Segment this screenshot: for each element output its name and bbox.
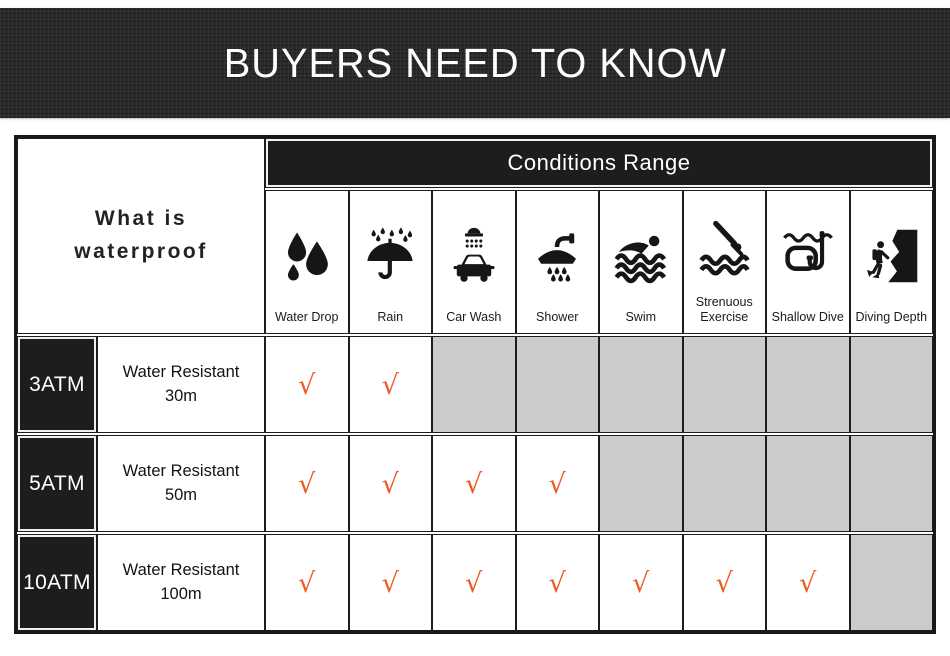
rating-cell-5atm: 5ATM: [17, 435, 97, 532]
conditions-range-label: Conditions Range: [507, 150, 691, 175]
check-cell: [515, 336, 599, 433]
check-cell: [766, 336, 850, 433]
check-cell: [432, 336, 516, 433]
column-label: Swim: [625, 310, 657, 324]
water-drop-icon: [287, 232, 328, 281]
title-banner: BUYERS NEED TO KNOW: [0, 8, 950, 118]
description-depth: 30m: [164, 386, 198, 405]
check-cell: √: [348, 435, 432, 532]
check-cell: √: [265, 534, 349, 631]
rain-icon: [367, 227, 413, 280]
diving-depth-icon: [867, 229, 918, 283]
corner-cell: What is waterproof: [17, 138, 265, 334]
check-cell: √: [515, 534, 599, 631]
check-cell: [599, 336, 683, 433]
column-diving-depth: Diving Depth: [849, 190, 933, 334]
check-cell: [849, 534, 933, 631]
check-cell: √: [766, 534, 850, 631]
corner-line1: What is: [94, 207, 188, 231]
column-shallow-dive: Shallow Dive: [766, 190, 850, 334]
column-label: Strenuous Exercise: [695, 295, 753, 324]
waterproof-table: What is waterproof Conditions Range Wate…: [14, 135, 936, 634]
column-label: Diving Depth: [855, 310, 928, 324]
page-title: BUYERS NEED TO KNOW: [223, 39, 727, 86]
column-label: Water Drop: [275, 310, 339, 324]
rating-label: 10ATM: [23, 570, 91, 594]
description-name: Water Resistant: [122, 362, 240, 381]
check-cell: √: [432, 435, 516, 532]
check-cell: [849, 435, 933, 532]
check-cell: √: [515, 435, 599, 532]
check-cell: [599, 435, 683, 532]
rating-label: 5ATM: [29, 471, 85, 495]
check-cell: [766, 435, 850, 532]
check-cell: √: [599, 534, 683, 631]
rating-cell-3atm: 3ATM: [17, 336, 97, 433]
rating-cell-10atm: 10ATM: [17, 534, 97, 631]
car-wash-icon: [453, 227, 495, 282]
strenuous-exercise-icon: [699, 220, 750, 276]
column-car-wash: Car Wash: [432, 190, 516, 334]
rating-label: 3ATM: [29, 372, 85, 396]
column-shower: Shower: [515, 190, 599, 334]
check-cell: [682, 336, 766, 433]
description-cell: Water Resistant 30m: [97, 336, 265, 433]
description-name: Water Resistant: [122, 461, 240, 480]
check-cell: √: [348, 534, 432, 631]
check-cell: √: [682, 534, 766, 631]
check-cell: [849, 336, 933, 433]
shallow-dive-icon: [782, 231, 833, 271]
description-depth: 50m: [164, 485, 198, 504]
column-label: Car Wash: [446, 310, 502, 324]
check-cell: √: [432, 534, 516, 631]
corner-line2: waterproof: [74, 240, 208, 263]
column-strenuous-exercise: Strenuous Exercise: [682, 190, 766, 334]
description-cell: Water Resistant 50m: [97, 435, 265, 532]
column-swim: Swim: [599, 190, 683, 334]
check-cell: √: [348, 336, 432, 433]
column-label: Rain: [377, 310, 404, 324]
check-cell: [682, 435, 766, 532]
column-label: Shower: [536, 310, 579, 324]
description-cell: Water Resistant 100m: [97, 534, 265, 631]
swim-icon: [614, 235, 666, 284]
check-cell: √: [265, 336, 349, 433]
check-cell: √: [265, 435, 349, 532]
shower-icon: [538, 233, 577, 282]
description-name: Water Resistant: [122, 560, 240, 579]
column-water-drop: Water Drop: [265, 190, 349, 334]
conditions-range-header: Conditions Range: [265, 138, 933, 188]
description-depth: 100m: [160, 584, 202, 603]
column-label: Shallow Dive: [771, 310, 844, 324]
column-rain: Rain: [348, 190, 432, 334]
